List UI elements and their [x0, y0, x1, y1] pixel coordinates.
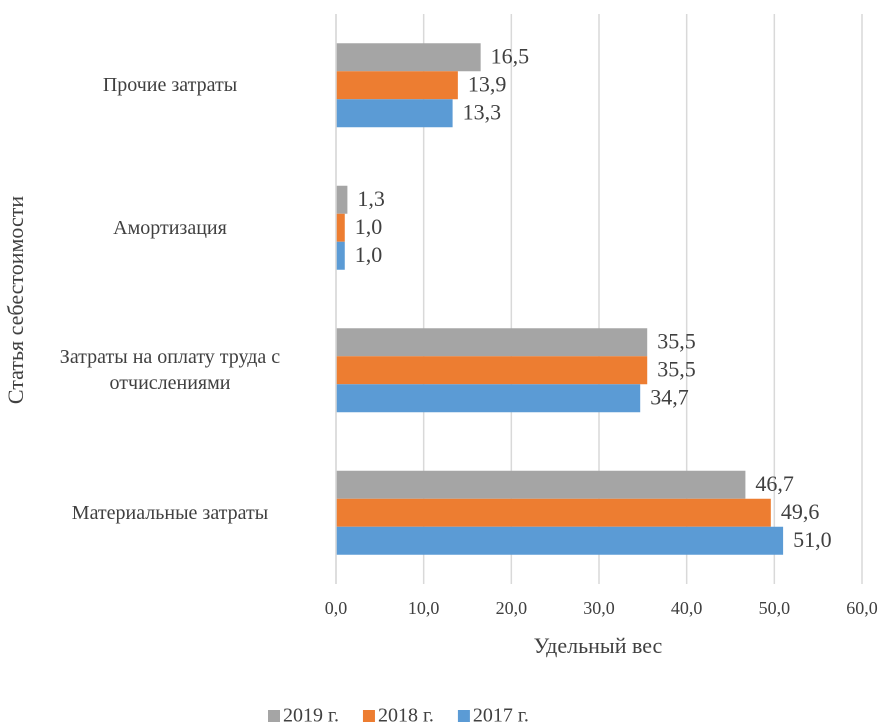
legend-swatch: [268, 710, 280, 722]
bar: [336, 526, 784, 555]
y-tick-label: Затраты на оплату труда с отчислениями: [59, 346, 281, 395]
data-label: 13,9: [468, 71, 507, 96]
legend-label: 2018 г.: [378, 705, 434, 727]
x-tick-label: 50,0: [759, 598, 791, 618]
bar: [336, 71, 458, 100]
data-label: 1,3: [357, 186, 385, 211]
bar: [336, 99, 453, 128]
bar: [336, 213, 345, 242]
data-label: 46,7: [755, 471, 794, 496]
x-tick-label: 20,0: [496, 598, 528, 618]
data-label: 16,5: [491, 43, 530, 68]
data-label: 35,5: [657, 356, 696, 381]
bar: [336, 470, 746, 499]
data-label: 49,6: [781, 499, 820, 524]
bar: [336, 356, 648, 385]
bar: [336, 43, 481, 72]
bar: [336, 498, 771, 527]
data-label: 1,0: [355, 214, 383, 239]
data-label: 34,7: [650, 384, 689, 409]
legend-label: 2017 г.: [473, 705, 529, 727]
x-axis-label: Удельный вес: [534, 633, 663, 658]
data-label: 35,5: [657, 328, 696, 353]
legend-swatch: [457, 710, 470, 722]
x-tick-label: 0,0: [325, 598, 348, 618]
y-tick-label: Амортизация: [113, 216, 227, 239]
x-tick-label: 30,0: [583, 598, 615, 618]
data-label: 13,3: [463, 99, 502, 124]
data-label: 51,0: [793, 527, 832, 552]
x-tick-label: 60,0: [846, 598, 878, 618]
bar: [336, 241, 345, 270]
y-axis-label: Статья себестоимости: [3, 196, 28, 404]
y-tick-label: Прочие затраты: [102, 74, 238, 97]
legend-label: 2019 г.: [283, 705, 339, 727]
data-label: 1,0: [355, 242, 383, 267]
bar: [336, 185, 348, 214]
x-tick-label: 40,0: [671, 598, 703, 618]
legend-swatch: [362, 710, 375, 722]
bar: [336, 328, 648, 357]
bar: [336, 384, 641, 413]
x-tick-label: 10,0: [408, 598, 440, 618]
y-tick-label: Материальные затраты: [71, 501, 269, 524]
